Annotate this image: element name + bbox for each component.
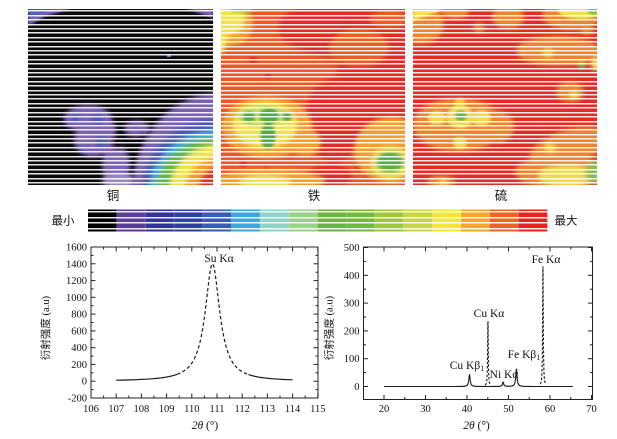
- svg-text:2θ (°): 2θ (°): [463, 420, 490, 432]
- svg-text:1200: 1200: [66, 276, 87, 287]
- svg-text:109: 109: [159, 404, 175, 415]
- svg-text:Su Kα: Su Kα: [204, 253, 233, 265]
- svg-text:30: 30: [420, 404, 431, 415]
- svg-text:200: 200: [344, 326, 360, 337]
- svg-text:Cu Kα: Cu Kα: [474, 308, 505, 320]
- svg-text:20: 20: [379, 404, 390, 415]
- svg-text:Cu Kβ1: Cu Kβ1: [450, 360, 484, 373]
- svg-text:400: 400: [344, 271, 360, 282]
- svg-text:300: 300: [344, 299, 360, 310]
- svg-text:1000: 1000: [66, 293, 87, 304]
- svg-text:最大: 最大: [555, 214, 578, 228]
- svg-text:Fe Kβ1: Fe Kβ1: [508, 349, 541, 362]
- svg-text:60: 60: [545, 404, 556, 415]
- svg-text:1600: 1600: [66, 243, 87, 254]
- svg-text:106: 106: [83, 404, 99, 415]
- svg-text:衍射强度 (a.u): 衍射强度 (a.u): [39, 295, 52, 360]
- svg-text:400: 400: [71, 343, 87, 354]
- svg-text:600: 600: [71, 326, 87, 337]
- svg-text:1400: 1400: [66, 259, 87, 270]
- svg-text:最小: 最小: [52, 215, 75, 228]
- svg-text:111: 111: [210, 404, 225, 415]
- svg-text:0: 0: [82, 377, 87, 388]
- svg-text:112: 112: [235, 404, 250, 415]
- svg-text:40: 40: [462, 404, 473, 415]
- svg-text:衍射强度 (a.u): 衍射强度 (a.u): [323, 295, 336, 360]
- svg-text:-200: -200: [68, 394, 87, 405]
- svg-text:113: 113: [260, 404, 275, 415]
- svg-text:200: 200: [71, 360, 87, 371]
- svg-text:114: 114: [285, 404, 301, 415]
- svg-text:100: 100: [344, 354, 360, 365]
- svg-text:115: 115: [310, 404, 325, 415]
- svg-text:Ni Kα: Ni Kα: [490, 369, 519, 381]
- svg-text:0: 0: [354, 382, 359, 393]
- svg-text:硫: 硫: [495, 188, 508, 203]
- svg-text:铜: 铜: [107, 188, 120, 203]
- svg-text:Fe Kα: Fe Kα: [532, 254, 561, 266]
- svg-text:铁: 铁: [308, 189, 321, 203]
- svg-text:110: 110: [184, 404, 199, 415]
- svg-text:2θ (°): 2θ (°): [192, 420, 219, 432]
- svg-text:500: 500: [344, 243, 360, 254]
- svg-text:108: 108: [134, 404, 150, 415]
- svg-text:800: 800: [71, 310, 87, 321]
- svg-text:50: 50: [503, 404, 514, 415]
- svg-text:70: 70: [586, 404, 597, 415]
- svg-text:107: 107: [108, 404, 124, 415]
